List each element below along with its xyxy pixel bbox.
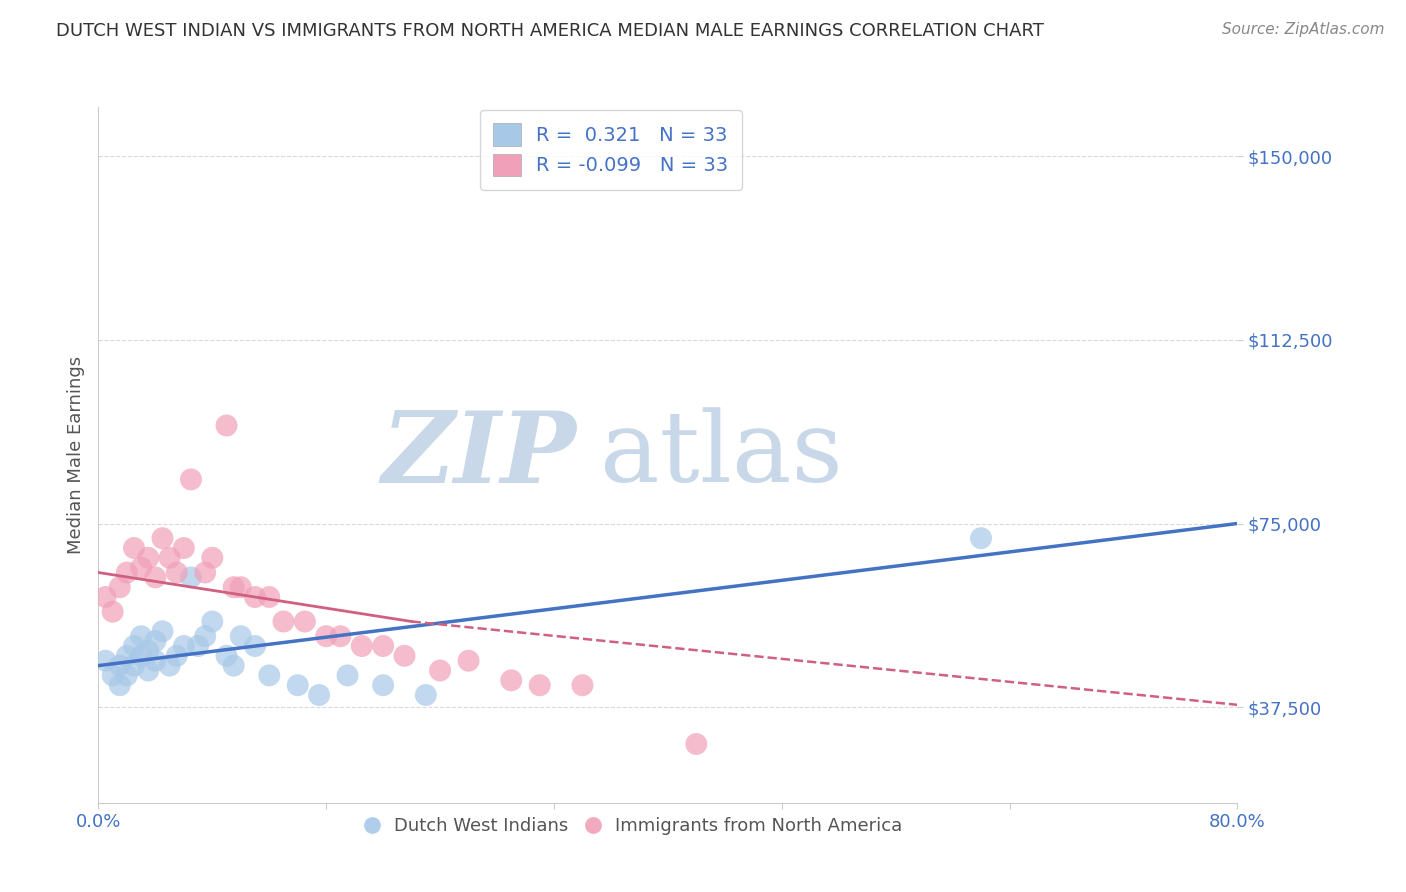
- Point: [136, 550, 159, 565]
- Point: [145, 634, 167, 648]
- Point: [970, 531, 993, 545]
- Point: [94, 590, 117, 604]
- Point: [101, 668, 124, 682]
- Point: [273, 615, 295, 629]
- Point: [173, 639, 195, 653]
- Point: [122, 658, 145, 673]
- Point: [115, 668, 138, 682]
- Legend: Dutch West Indians, Immigrants from North America: Dutch West Indians, Immigrants from Nort…: [357, 810, 910, 842]
- Point: [180, 570, 202, 584]
- Point: [115, 648, 138, 663]
- Point: [259, 668, 281, 682]
- Point: [201, 615, 224, 629]
- Point: [194, 629, 217, 643]
- Point: [457, 654, 479, 668]
- Point: [129, 560, 152, 574]
- Point: [108, 678, 131, 692]
- Point: [571, 678, 593, 692]
- Point: [173, 541, 195, 555]
- Point: [180, 472, 202, 486]
- Text: Source: ZipAtlas.com: Source: ZipAtlas.com: [1222, 22, 1385, 37]
- Point: [115, 566, 138, 580]
- Y-axis label: Median Male Earnings: Median Male Earnings: [66, 356, 84, 554]
- Point: [201, 550, 224, 565]
- Point: [194, 566, 217, 580]
- Point: [294, 615, 316, 629]
- Point: [308, 688, 330, 702]
- Point: [243, 639, 266, 653]
- Point: [222, 580, 245, 594]
- Point: [287, 678, 309, 692]
- Point: [685, 737, 707, 751]
- Point: [259, 590, 281, 604]
- Point: [415, 688, 437, 702]
- Point: [122, 639, 145, 653]
- Text: atlas: atlas: [599, 407, 842, 503]
- Point: [145, 654, 167, 668]
- Text: ZIP: ZIP: [382, 407, 576, 503]
- Point: [145, 570, 167, 584]
- Point: [215, 418, 238, 433]
- Point: [129, 648, 152, 663]
- Point: [229, 629, 252, 643]
- Point: [243, 590, 266, 604]
- Point: [336, 668, 359, 682]
- Point: [159, 658, 181, 673]
- Point: [159, 550, 181, 565]
- Point: [373, 639, 395, 653]
- Point: [350, 639, 373, 653]
- Point: [315, 629, 337, 643]
- Point: [108, 658, 131, 673]
- Point: [101, 605, 124, 619]
- Point: [529, 678, 551, 692]
- Point: [108, 580, 131, 594]
- Point: [136, 664, 159, 678]
- Point: [122, 541, 145, 555]
- Point: [501, 673, 523, 688]
- Point: [166, 648, 188, 663]
- Point: [94, 654, 117, 668]
- Point: [187, 639, 209, 653]
- Point: [136, 644, 159, 658]
- Point: [129, 629, 152, 643]
- Point: [394, 648, 416, 663]
- Point: [215, 648, 238, 663]
- Point: [229, 580, 252, 594]
- Point: [152, 624, 174, 639]
- Point: [166, 566, 188, 580]
- Point: [222, 658, 245, 673]
- Point: [329, 629, 352, 643]
- Text: DUTCH WEST INDIAN VS IMMIGRANTS FROM NORTH AMERICA MEDIAN MALE EARNINGS CORRELAT: DUTCH WEST INDIAN VS IMMIGRANTS FROM NOR…: [56, 22, 1045, 40]
- Point: [152, 531, 174, 545]
- Point: [373, 678, 395, 692]
- Point: [429, 664, 451, 678]
